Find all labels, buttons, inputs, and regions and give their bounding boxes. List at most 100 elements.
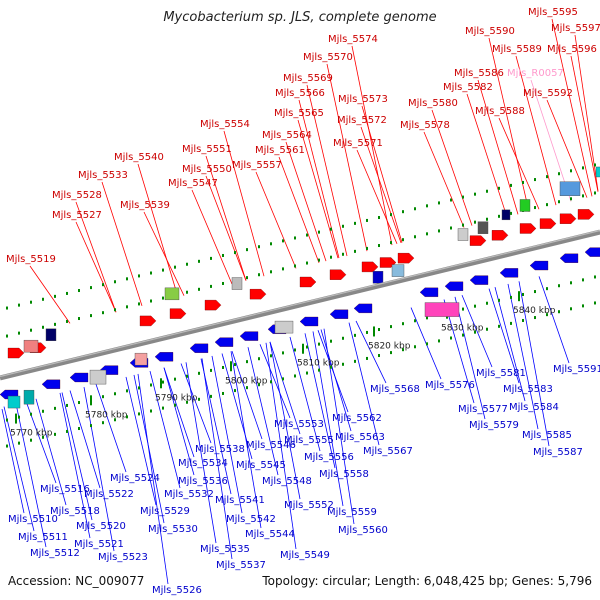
forward-gene [204,299,222,311]
forward-gene [7,347,25,359]
reverse-gene [584,247,600,257]
label-connector [304,333,336,469]
guide-dot [366,356,368,360]
reverse-gene [559,253,579,263]
guide-dot [66,429,68,433]
guide-dot [534,178,536,182]
guide-dot [258,245,260,249]
guide-dot [30,438,32,442]
label-connector [69,390,101,489]
guide-dot [390,213,392,217]
label-connector [191,189,233,285]
gene-label: Mjls_5551 [182,144,232,155]
guide-dot [390,325,392,329]
forward-gene [299,276,317,288]
topology-summary: Topology: circular; Length: 6,048,425 bp… [262,574,592,588]
guide-dot [378,328,380,332]
guide-dot [342,224,344,228]
guide-dot [102,395,104,399]
forward-gene [491,230,509,241]
guide-dot [186,262,188,266]
label-connector [312,331,344,507]
guide-dot [162,406,164,410]
gene-label: Mjls_5559 [327,507,377,518]
label-connector [255,171,297,269]
guide-dot [498,298,500,302]
guide-dot [30,300,32,304]
guide-dot [198,259,200,263]
guide-dot [162,268,164,272]
guide-dot [126,305,128,309]
label-connector [201,358,233,560]
gene-label: Mjls_5542 [226,514,276,525]
guide-dot [402,348,404,352]
label-connector [431,109,473,226]
forward-gene [329,269,347,280]
gene-label: Mjls_5516 [40,484,90,495]
guide-dot [270,354,272,358]
guide-dot [114,392,116,396]
gene-label: Mjls_5556 [304,452,354,463]
reverse-gene [41,379,61,389]
guide-dot [138,412,140,416]
guide-dot [474,304,476,308]
guide-dot [534,290,536,294]
guide-dot [510,295,512,299]
guide-dot [402,210,404,214]
guide-dot [570,197,572,201]
guide-dot [270,380,272,384]
gene-label: Mjls_5569 [283,73,333,84]
gene-label: Mjls_5566 [275,88,325,99]
reverse-gene [469,275,489,285]
gene-block [274,320,294,334]
guide-dot [162,296,164,300]
reverse-gene [239,331,259,341]
guide-dot [66,403,68,407]
guide-dot [90,424,92,428]
guide-dot [558,200,560,204]
label-connector [133,374,165,524]
gene-block [7,395,21,409]
gene-label: Mjls_5550 [182,164,232,175]
guide-dot [414,235,416,239]
guide-dot [474,330,476,334]
guide-dot [186,400,188,404]
label-connector [205,155,247,281]
scale-tick-label: 5770 kbp [10,429,53,439]
guide-dot [330,339,332,343]
gene-label: Mjls_5568 [370,384,420,395]
guide-dot [174,265,176,269]
gene-block [231,277,243,290]
gene-label: Mjls_5534 [178,458,228,469]
gene-label: Mjls_5539 [120,200,170,211]
guide-dot [210,256,212,260]
label-connector [231,350,263,440]
guide-dot [282,377,284,381]
label-connector [289,336,321,452]
backbone-line [0,229,600,381]
guide-dot [186,374,188,378]
guide-dot [6,334,8,338]
guide-dot [294,374,296,378]
guide-dot [54,294,56,298]
guide-dot [342,336,344,340]
guide-dot [78,289,80,293]
gene-label: Mjls_5576 [425,380,475,391]
label-connector [546,99,588,198]
reverse-gene [154,352,174,362]
label-connector [3,406,35,532]
gene-label: Mjls_5537 [216,560,266,571]
label-connector [360,126,402,243]
gene-block [372,271,384,284]
gene-block [89,369,107,385]
guide-dot [6,444,8,448]
gene-label: Mjls_5521 [74,539,124,550]
guide-dot [18,303,20,307]
gene-label: Mjls_5563 [335,432,385,443]
forward-gene [577,209,595,220]
guide-dot [234,389,236,393]
guide-dot [534,316,536,320]
gene-label: Mjls_5565 [274,108,324,119]
gene-label: Mjls_5596 [547,44,597,55]
guide-dot [594,301,596,305]
